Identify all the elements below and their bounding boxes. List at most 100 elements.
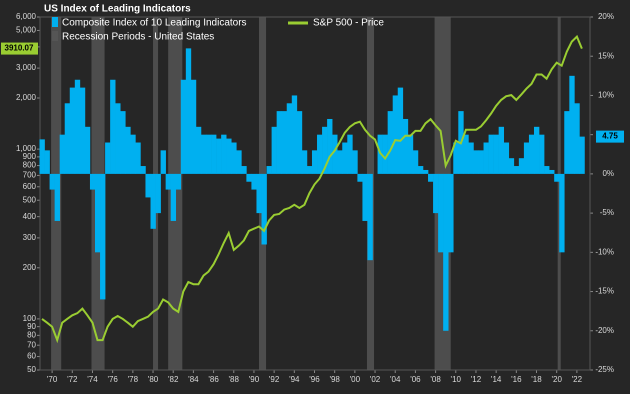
y-tick-label: 3,000 [16,63,37,72]
composite-bar [402,118,409,174]
composite-bar [518,158,525,174]
composite-bar [549,169,555,174]
composite-bar [448,173,454,253]
composite-bar [387,111,394,174]
y-tick-label: 100 [23,314,37,323]
x-tick-label: '88 [229,375,240,384]
y-tick-label: 50 [27,365,36,374]
composite-bar [569,75,575,174]
composite-bar [397,87,404,174]
composite-bar [443,173,449,331]
composite-bar [498,126,505,174]
composite-bar [49,173,55,190]
composite-bar [125,126,131,174]
composite-bar [291,95,298,174]
y-tick-label: 90 [27,322,36,331]
y-tick-label: 500 [23,195,37,204]
composite-bar [79,87,86,174]
y-tick-label: 300 [23,233,37,242]
x-tick-label: '76 [107,375,118,384]
y-tick-label: 6,000 [16,12,37,21]
x-tick-label: '20 [551,375,562,384]
composite-bar [54,173,60,221]
composite-bar [261,173,267,245]
composite-bar [327,118,333,174]
composite-bar [422,169,429,174]
composite-bar [382,134,388,174]
legend-swatch [52,17,58,27]
x-tick-label: '98 [329,375,340,384]
composite-bar [428,173,434,182]
composite-bar [170,173,177,221]
composite-bar [115,103,121,174]
composite-bar [493,134,499,174]
composite-bar [281,111,288,174]
x-tick-label: '92 [269,375,280,384]
composite-bar [236,150,242,174]
plot-frame [39,16,591,371]
composite-bar [533,126,540,174]
composite-bar [135,142,141,174]
y-tick-label: 700 [23,171,37,180]
x-tick-label: '04 [390,375,401,384]
x-tick-label: '00 [350,375,361,384]
composite-bar [539,134,545,174]
y2-tick-label: -15% [595,287,614,296]
composite-bar [332,134,338,174]
composite-bar [357,173,363,182]
composite-bar [286,103,293,174]
composite-bar [221,134,227,174]
composite-bar [337,150,343,174]
composite-bar [190,79,197,174]
latest-badge [1,42,38,55]
composite-bar [95,173,101,253]
composite-bar [84,126,91,174]
x-tick-label: '74 [87,375,98,384]
composite-bar [478,150,484,174]
composite-bar [392,95,399,174]
composite-bar [74,79,81,174]
composite-bar [44,150,50,174]
composite-bar [417,166,424,174]
composite-bar [231,142,237,174]
legend-label: S&P 500 - Price [313,18,384,29]
y-tick-label: 1,000 [16,144,37,153]
composite-bar [513,166,520,174]
x-tick-label: '82 [168,375,179,384]
composite-bar [69,87,76,174]
composite-bar [266,166,272,174]
composite-bar [468,142,474,174]
composite-bar [574,103,580,174]
y-tick-label: 5,000 [16,26,37,35]
x-tick-label: '96 [309,375,320,384]
x-tick-label: '12 [471,375,482,384]
composite-bar [523,142,530,174]
composite-bar [150,173,156,229]
composite-bar [342,142,348,174]
composite-bar [256,173,262,214]
y2-tick-label: -10% [595,247,614,256]
composite-bar [211,134,217,174]
composite-bar [165,173,171,190]
composite-bar [39,139,45,174]
composite-bar [528,134,535,174]
composite-bar [352,150,358,174]
x-tick-label: '84 [188,375,199,384]
y2-tick-label: -20% [595,326,614,335]
legend-swatch [52,31,58,41]
composite-bar [155,173,161,214]
composite-bar [246,173,252,182]
composite-bar [100,173,106,300]
x-tick-label: '14 [491,375,502,384]
composite-bar [59,134,66,174]
composite-bar [216,138,222,174]
composite-bar [488,134,494,174]
y-tick-label: 60 [27,352,36,361]
composite-bar [241,166,247,174]
y-tick-label: 900 [23,152,37,161]
composite-bar [296,111,303,174]
x-tick-label: '86 [208,375,219,384]
x-tick-label: '08 [430,375,441,384]
composite-bar [473,150,479,174]
